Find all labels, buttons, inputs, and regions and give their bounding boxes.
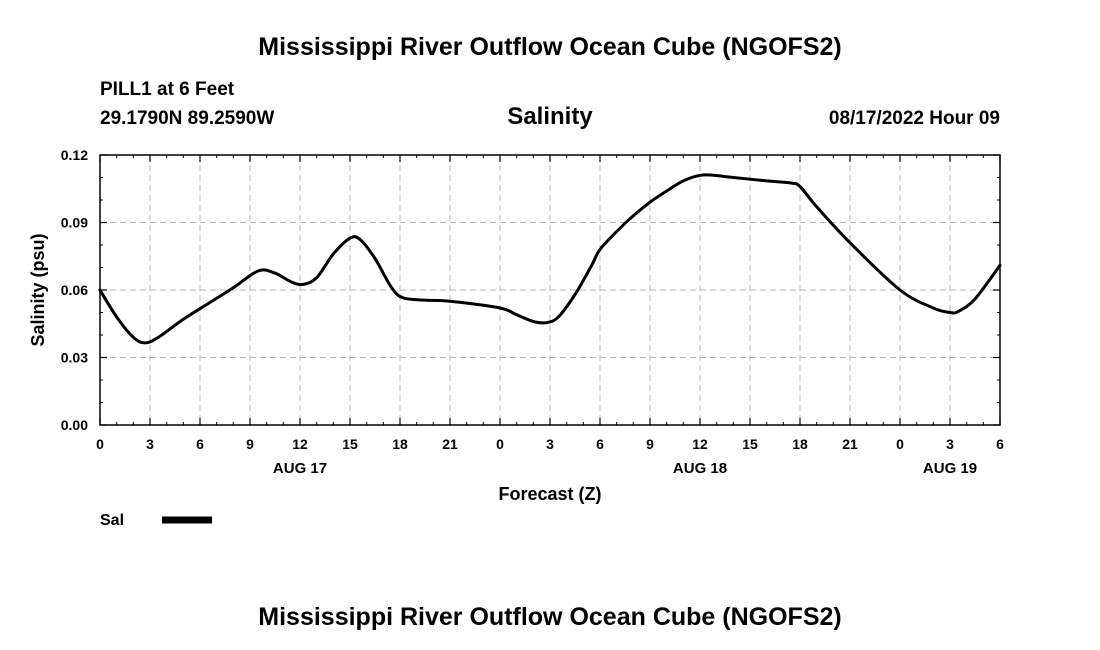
run-time: 08/17/2022 Hour 09 — [829, 108, 1000, 129]
y-tick-label: 0.09 — [61, 215, 88, 231]
x-day-label: AUG 18 — [673, 460, 727, 477]
legend-label-sal: Sal — [100, 512, 124, 529]
x-tick-label: 6 — [996, 436, 1004, 452]
x-tick-label: 12 — [292, 436, 308, 452]
x-tick-label: 15 — [742, 436, 758, 452]
x-tick-label: 12 — [692, 436, 708, 452]
station-name-depth: PILL1 at 6 Feet — [100, 79, 235, 100]
x-tick-label: 0 — [96, 436, 104, 452]
x-tick-label: 9 — [646, 436, 654, 452]
legend: Sal — [100, 512, 212, 529]
footer-title: Mississippi River Outflow Ocean Cube (NG… — [258, 603, 841, 631]
series-line-sal — [98, 173, 1002, 345]
x-axis-title: Forecast (Z) — [498, 484, 601, 504]
x-tick-label: 21 — [442, 436, 458, 452]
x-tick-label: 18 — [392, 436, 408, 452]
plot-area — [98, 154, 1002, 426]
x-tick-label: 18 — [792, 436, 808, 452]
y-tick-label: 0.03 — [61, 350, 88, 366]
y-axis-labels: 0.00 0.03 0.06 0.09 0.12 — [61, 147, 88, 433]
plot-frame — [99, 154, 1001, 426]
x-axis-labels: 0 3 6 9 12 15 18 21 0 3 6 9 12 15 18 21 0 3 6 AUG 17 AUG 18 A… — [96, 436, 1004, 477]
x-tick-label: 6 — [596, 436, 604, 452]
x-tick-label: 3 — [546, 436, 554, 452]
x-tick-label: 15 — [342, 436, 358, 452]
page-title: Mississippi River Outflow Ocean Cube (NG… — [258, 33, 841, 61]
x-day-label: AUG 19 — [923, 460, 977, 477]
x-tick-label: 0 — [496, 436, 504, 452]
y-tick-label: 0.00 — [61, 417, 88, 433]
x-tick-label: 21 — [842, 436, 858, 452]
y-tick-label: 0.06 — [61, 282, 88, 298]
chart-subtitle: Salinity — [507, 103, 593, 130]
x-day-label: AUG 17 — [273, 460, 327, 477]
x-tick-label: 3 — [146, 436, 154, 452]
x-tick-label: 3 — [946, 436, 954, 452]
grid — [100, 155, 1000, 425]
y-tick-label: 0.12 — [61, 147, 88, 163]
station-coords: 29.1790N 89.2590W — [100, 108, 274, 129]
y-axis-title: Salinity (psu) — [28, 233, 48, 346]
x-tick-label: 0 — [896, 436, 904, 452]
x-tick-label: 9 — [246, 436, 254, 452]
x-tick-label: 6 — [196, 436, 204, 452]
